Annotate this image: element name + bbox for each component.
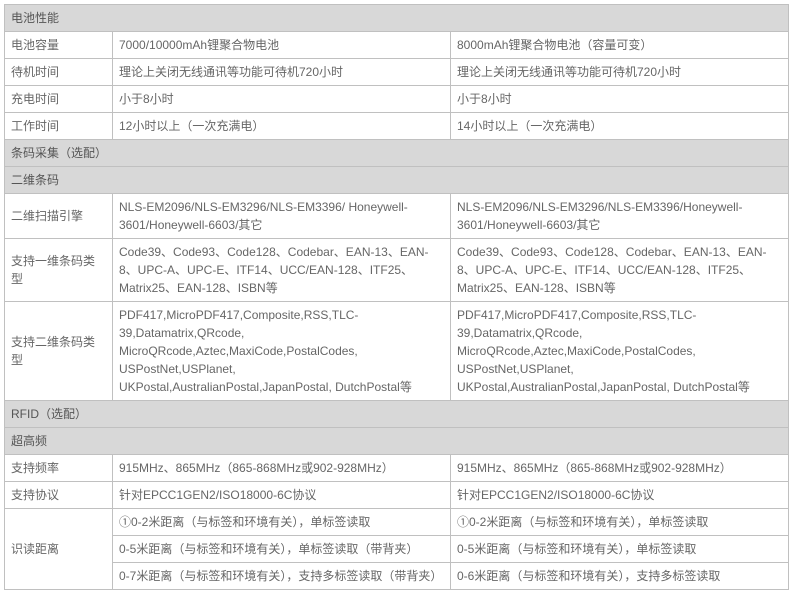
- cell-left: NLS-EM2096/NLS-EM3296/NLS-EM3396/ Honeyw…: [113, 194, 451, 239]
- table-row: 支持一维条码类型 Code39、Code93、Code128、Codebar、E…: [5, 239, 789, 302]
- table-row: 0-5米距离（与标签和环境有关），单标签读取（带背夹） 0-5米距离（与标签和环…: [5, 536, 789, 563]
- table-row: 电池容量 7000/10000mAh锂聚合物电池 8000mAh锂聚合物电池（容…: [5, 32, 789, 59]
- row-label: 电池容量: [5, 32, 113, 59]
- table-row: 识读距离 ①0-2米距离（与标签和环境有关），单标签读取 ①0-2米距离（与标签…: [5, 509, 789, 536]
- cell-right: ①0-2米距离（与标签和环境有关），单标签读取: [451, 509, 789, 536]
- table-row: 0-7米距离（与标签和环境有关），支持多标签读取（带背夹） 0-6米距离（与标签…: [5, 563, 789, 590]
- cell-left: 7000/10000mAh锂聚合物电池: [113, 32, 451, 59]
- cell-left: Code39、Code93、Code128、Codebar、EAN-13、EAN…: [113, 239, 451, 302]
- row-label: 支持协议: [5, 482, 113, 509]
- section-header-rfid: RFID（选配）: [5, 401, 789, 428]
- table-row: 支持频率 915MHz、865MHz（865-868MHz或902-928MHz…: [5, 455, 789, 482]
- cell-left: 0-5米距离（与标签和环境有关），单标签读取（带背夹）: [113, 536, 451, 563]
- section-title: RFID（选配）: [5, 401, 789, 428]
- row-label: 工作时间: [5, 113, 113, 140]
- cell-left: 915MHz、865MHz（865-868MHz或902-928MHz）: [113, 455, 451, 482]
- cell-left: 12小时以上（一次充满电）: [113, 113, 451, 140]
- row-label: 支持频率: [5, 455, 113, 482]
- cell-right: 理论上关闭无线通讯等功能可待机720小时: [451, 59, 789, 86]
- cell-right: 0-6米距离（与标签和环境有关），支持多标签读取: [451, 563, 789, 590]
- row-label: 待机时间: [5, 59, 113, 86]
- cell-left: PDF417,MicroPDF417,Composite,RSS,TLC-39,…: [113, 302, 451, 401]
- cell-right: PDF417,MicroPDF417,Composite,RSS,TLC-39,…: [451, 302, 789, 401]
- cell-right: NLS-EM2096/NLS-EM3296/NLS-EM3396/Honeywe…: [451, 194, 789, 239]
- cell-left: 小于8小时: [113, 86, 451, 113]
- section-title: 条码采集（选配）: [5, 140, 789, 167]
- cell-right: 0-5米距离（与标签和环境有关），单标签读取: [451, 536, 789, 563]
- row-label: 识读距离: [5, 509, 113, 590]
- cell-right: 915MHz、865MHz（865-868MHz或902-928MHz）: [451, 455, 789, 482]
- section-subtitle: 二维条码: [5, 167, 789, 194]
- section-subheader-rfid: 超高频: [5, 428, 789, 455]
- row-label: 充电时间: [5, 86, 113, 113]
- table-row: 支持协议 针对EPCC1GEN2/ISO18000-6C协议 针对EPCC1GE…: [5, 482, 789, 509]
- table-row: 充电时间 小于8小时 小于8小时: [5, 86, 789, 113]
- section-subtitle: 超高频: [5, 428, 789, 455]
- row-label: 支持一维条码类型: [5, 239, 113, 302]
- cell-right: Code39、Code93、Code128、Codebar、EAN-13、EAN…: [451, 239, 789, 302]
- row-label: 二维扫描引擎: [5, 194, 113, 239]
- cell-right: 针对EPCC1GEN2/ISO18000-6C协议: [451, 482, 789, 509]
- cell-right: 14小时以上（一次充满电）: [451, 113, 789, 140]
- section-subheader-barcode: 二维条码: [5, 167, 789, 194]
- cell-right: 小于8小时: [451, 86, 789, 113]
- section-header-battery: 电池性能: [5, 5, 789, 32]
- cell-left: 0-7米距离（与标签和环境有关），支持多标签读取（带背夹）: [113, 563, 451, 590]
- row-label: 支持二维条码类型: [5, 302, 113, 401]
- table-row: 工作时间 12小时以上（一次充满电） 14小时以上（一次充满电）: [5, 113, 789, 140]
- cell-left: 针对EPCC1GEN2/ISO18000-6C协议: [113, 482, 451, 509]
- cell-right: 8000mAh锂聚合物电池（容量可变）: [451, 32, 789, 59]
- table-row: 二维扫描引擎 NLS-EM2096/NLS-EM3296/NLS-EM3396/…: [5, 194, 789, 239]
- section-header-barcode: 条码采集（选配）: [5, 140, 789, 167]
- spec-table: 电池性能 电池容量 7000/10000mAh锂聚合物电池 8000mAh锂聚合…: [4, 4, 789, 590]
- section-title: 电池性能: [5, 5, 789, 32]
- table-row: 待机时间 理论上关闭无线通讯等功能可待机720小时 理论上关闭无线通讯等功能可待…: [5, 59, 789, 86]
- cell-left: 理论上关闭无线通讯等功能可待机720小时: [113, 59, 451, 86]
- cell-left: ①0-2米距离（与标签和环境有关），单标签读取: [113, 509, 451, 536]
- table-row: 支持二维条码类型 PDF417,MicroPDF417,Composite,RS…: [5, 302, 789, 401]
